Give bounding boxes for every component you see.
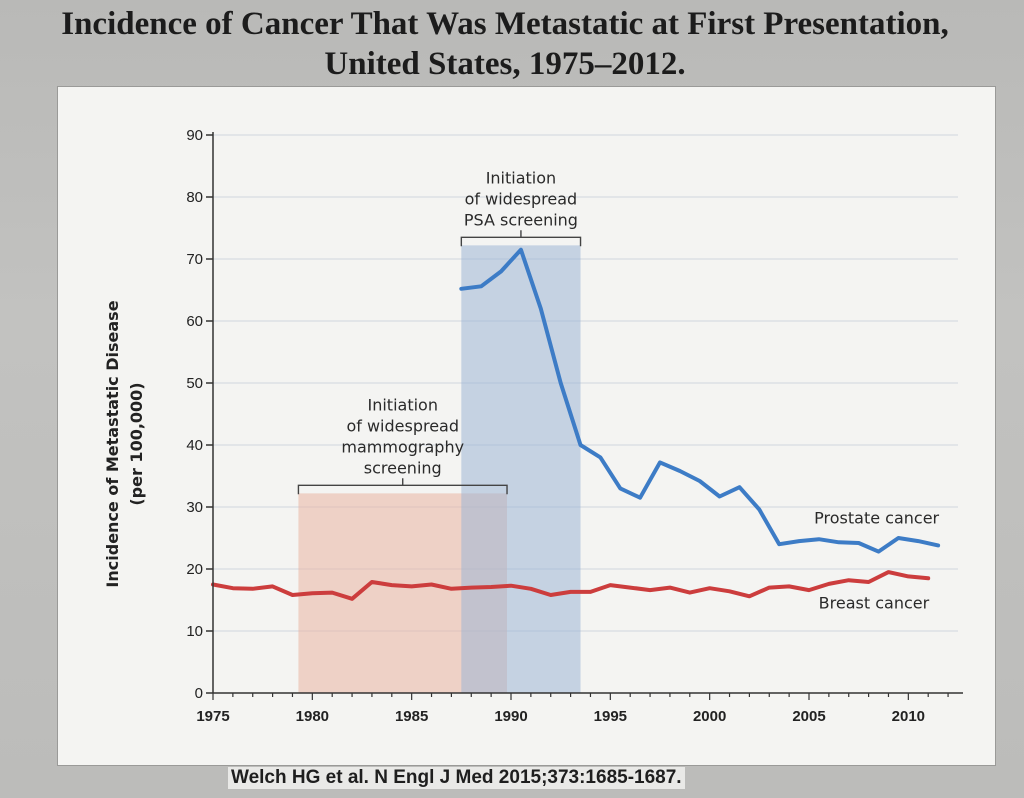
y-tick-label-40: 40 [186, 437, 203, 454]
metastatic-incidence-chart: Initiation of widespread mammography screen… [103, 127, 963, 725]
x-tick-label-1975: 1975 [196, 708, 229, 725]
y-tick-label-20: 20 [186, 561, 203, 578]
y-tick-label-0: 0 [195, 685, 203, 702]
x-tick-label-1985: 1985 [395, 708, 428, 725]
breast-line [211, 570, 931, 601]
x-tick-label-1980: 1980 [296, 708, 329, 725]
y-tick-label-70: 70 [186, 251, 203, 268]
bracket-psa [460, 230, 582, 247]
annotation-mammo-line-4: screening [364, 458, 442, 477]
prostate-line [459, 247, 941, 554]
slide-title: Incidence of Cancer That Was Metastatic … [0, 4, 1010, 84]
y-tick-label-10: 10 [186, 623, 203, 640]
chart-panel: Initiation of widespread mammography screen… [57, 86, 996, 766]
y-tick-label-90: 90 [186, 127, 203, 144]
x-tick-label-2005: 2005 [792, 708, 825, 725]
annotation-mammo-line-3: mammography [341, 437, 464, 456]
annotation-psa-line-3: PSA screening [464, 210, 578, 229]
annotation-psa-line-1: Initiation [486, 168, 556, 187]
slide-title-line1: Incidence of Cancer That Was Metastatic … [61, 6, 949, 42]
annotation-mammo-line-1: Initiation [367, 395, 437, 414]
x-tick-label-1990: 1990 [494, 708, 527, 725]
shaded-band-psa [461, 245, 581, 694]
y-tick-label-80: 80 [186, 189, 203, 206]
slide-title-line2: United States, 1975–2012. [324, 46, 686, 82]
x-tick-label-2000: 2000 [693, 708, 726, 725]
bracket-mammo [297, 478, 508, 495]
citation: Welch HG et al. N Engl J Med 2015;373:16… [228, 767, 685, 789]
x-tick-label-1995: 1995 [594, 708, 627, 725]
breast-series-label: Breast cancer [819, 593, 930, 612]
annotation-mammo-line-2: of widespread [346, 416, 459, 435]
x-tick-label-2010: 2010 [892, 708, 925, 725]
y-tick-label-60: 60 [186, 313, 203, 330]
y-axis-label: Incidence of Metastatic Disease [103, 300, 122, 587]
y-tick-label-30: 30 [186, 499, 203, 516]
y-tick-label-50: 50 [186, 375, 203, 392]
annotation-psa-line-2: of widespread [465, 189, 578, 208]
y-axis-label-units: (per 100,000) [127, 382, 146, 505]
prostate-series-label: Prostate cancer [814, 508, 939, 527]
